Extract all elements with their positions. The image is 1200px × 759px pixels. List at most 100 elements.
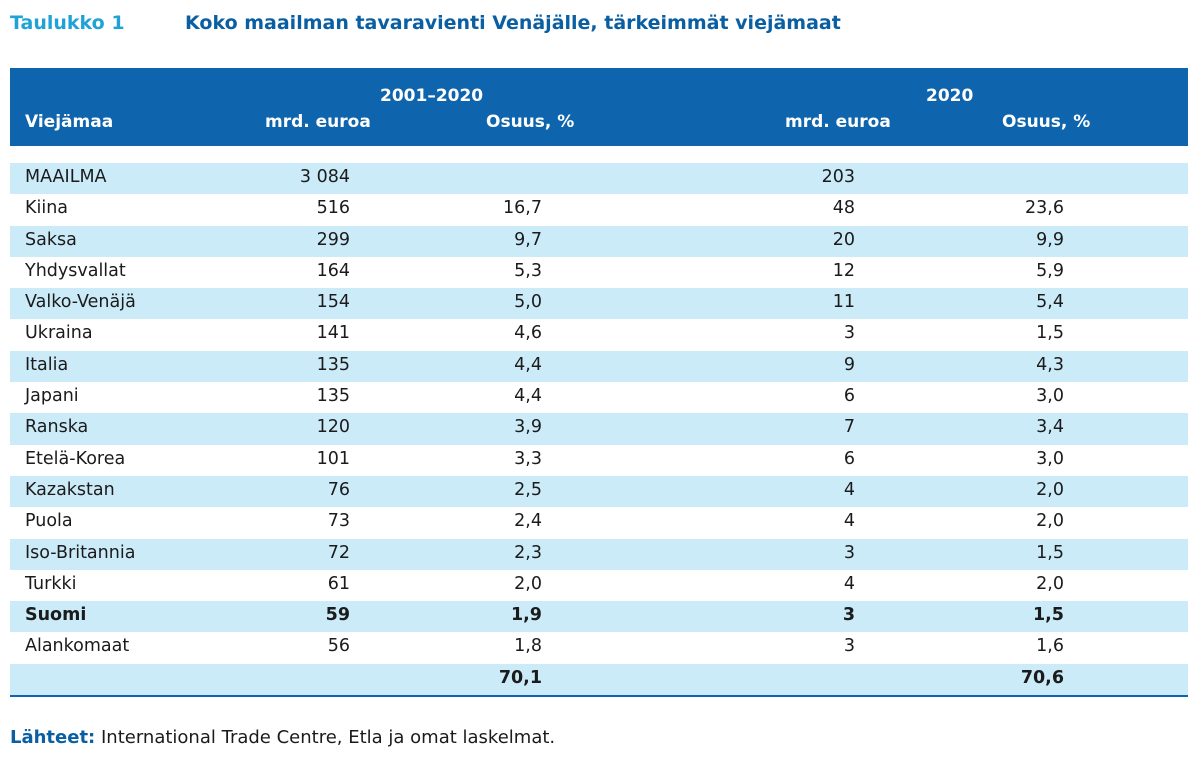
header-share-1: Osuus, %	[486, 112, 575, 132]
share-2020-cell: 1,6	[1036, 636, 1064, 657]
country-cell: Kazakstan	[25, 479, 115, 500]
table-row: MAAILMA 3 084 203	[10, 163, 1188, 195]
country-cell: Alankomaat	[25, 636, 130, 657]
share-2001-2020-cell: 4,6	[514, 323, 542, 344]
share-2020-cell: 23,6	[1025, 198, 1064, 219]
table-row: Ranska 120 3,9 7 3,4	[10, 413, 1188, 445]
country-cell: Suomi	[25, 605, 87, 626]
share-2001-2020-cell: 1,9	[510, 605, 542, 626]
country-cell: Italia	[25, 354, 69, 375]
header-period-2001-2020: 2001–2020	[380, 86, 484, 106]
header-value-1: mrd. euroa	[265, 112, 371, 132]
value-2020-cell: 48	[832, 198, 855, 219]
share-2001-2020-cell: 5,3	[514, 260, 542, 281]
value-2020-cell: 3	[842, 605, 855, 626]
share-2020-cell: 9,9	[1036, 229, 1064, 250]
value-2001-2020-cell: 135	[316, 386, 350, 407]
share-2020-cell: 2,0	[1036, 479, 1064, 500]
value-2001-2020-cell: 164	[316, 260, 350, 281]
share-2001-2020-cell: 70,1	[498, 667, 542, 688]
value-2020-cell: 3	[843, 542, 855, 563]
share-2001-2020-cell: 2,0	[514, 573, 542, 594]
value-2001-2020-cell: 299	[316, 229, 350, 250]
country-cell: MAAILMA	[25, 167, 107, 187]
value-2001-2020-cell: 120	[316, 417, 350, 438]
table-body: MAAILMA 3 084 203 Kiina 516 16,7 48 23,6 Saksa 29…	[10, 163, 1188, 696]
share-2020-cell: 70,6	[1020, 667, 1064, 688]
share-2020-cell: 1,5	[1036, 542, 1064, 563]
country-cell: Kiina	[25, 198, 69, 219]
country-cell: Ranska	[25, 417, 89, 438]
share-2020-cell: 2,0	[1036, 511, 1064, 532]
table-row: Turkki 61 2,0 4 2,0	[10, 570, 1188, 601]
country-cell: Saksa	[25, 229, 77, 250]
header-period-2020: 2020	[926, 86, 974, 106]
value-2020-cell: 6	[843, 448, 855, 469]
value-2020-cell: 11	[832, 292, 855, 313]
source-label: Lähteet:	[10, 727, 96, 748]
table-row: Alankomaat 56 1,8 3 1,6	[10, 632, 1188, 663]
value-2020-cell: 12	[832, 260, 855, 281]
header-value-2: mrd. euroa	[785, 112, 891, 132]
table-row: Saksa 299 9,7 20 9,9	[10, 225, 1188, 257]
share-2020-cell: 4,3	[1036, 354, 1064, 375]
value-2001-2020-cell: 3 084	[299, 167, 350, 187]
share-2001-2020-cell: 4,4	[514, 354, 542, 375]
value-2020-cell: 3	[843, 636, 855, 657]
value-2020-cell: 4	[843, 511, 855, 532]
table-row: Ukraina 141 4,6 3 1,5	[10, 319, 1188, 350]
value-2001-2020-cell: 59	[325, 605, 350, 626]
table-row: Italia 135 4,4 9 4,3	[10, 350, 1188, 383]
country-cell: Ukraina	[25, 323, 93, 344]
country-cell: Puola	[25, 511, 73, 532]
value-2001-2020-cell: 61	[327, 573, 350, 594]
country-cell: Turkki	[25, 573, 77, 594]
table-row: Iso-Britannia 72 2,3 3 1,5	[10, 538, 1188, 570]
table-title: Koko maailman tavaravienti Venäjälle, tä…	[185, 12, 841, 34]
share-2001-2020-cell: 5,0	[514, 292, 542, 313]
value-2001-2020-cell: 73	[327, 511, 350, 532]
table-header: 2001–2020 2020 Viejämaa mrd. euroa Osuus…	[10, 68, 1188, 146]
share-2001-2020-cell: 2,5	[514, 479, 542, 500]
value-2020-cell: 4	[843, 573, 855, 594]
value-2001-2020-cell: 135	[316, 354, 350, 375]
table-number: Taulukko 1	[10, 12, 125, 34]
share-2020-cell: 3,4	[1036, 417, 1064, 438]
table-row: Yhdysvallat 164 5,3 12 5,9	[10, 257, 1188, 288]
value-2020-cell: 203	[821, 167, 855, 187]
share-2020-cell: 3,0	[1036, 386, 1064, 407]
value-2020-cell: 20	[832, 229, 855, 250]
header-spacer	[10, 146, 1188, 163]
table-bottom-rule	[10, 695, 1188, 698]
data-table: 2001–2020 2020 Viejämaa mrd. euroa Osuus…	[10, 68, 1188, 698]
table-row: Puola 73 2,4 4 2,0	[10, 507, 1188, 538]
table-row: Kiina 516 16,7 48 23,6	[10, 194, 1188, 225]
country-cell: Valko-Venäjä	[25, 292, 136, 313]
value-2001-2020-cell: 516	[316, 198, 350, 219]
source-text: International Trade Centre, Etla ja omat…	[95, 727, 556, 748]
value-2001-2020-cell: 101	[316, 448, 350, 469]
country-cell: Japani	[25, 386, 79, 407]
table-row: Valko-Venäjä 154 5,0 11 5,4	[10, 288, 1188, 320]
table-caption: Taulukko 1 Koko maailman tavaravienti Ve…	[10, 12, 1190, 44]
share-2001-2020-cell: 3,3	[514, 448, 542, 469]
share-2001-2020-cell: 2,3	[514, 542, 542, 563]
source-note: Lähteet: International Trade Centre, Etl…	[10, 727, 555, 748]
value-2001-2020-cell: 141	[316, 323, 350, 344]
share-2020-cell: 1,5	[1036, 323, 1064, 344]
table-row: Kazakstan 76 2,5 4 2,0	[10, 475, 1188, 508]
share-2020-cell: 5,9	[1036, 260, 1064, 281]
table-row: Suomi 59 1,9 3 1,5	[10, 601, 1188, 633]
share-2020-cell: 3,0	[1036, 448, 1064, 469]
value-2020-cell: 7	[843, 417, 855, 438]
value-2001-2020-cell: 154	[316, 292, 350, 313]
value-2001-2020-cell: 72	[327, 542, 350, 563]
share-2020-cell: 5,4	[1036, 292, 1064, 313]
value-2001-2020-cell: 56	[327, 636, 350, 657]
header-share-2: Osuus, %	[1002, 112, 1091, 132]
country-cell: Iso-Britannia	[25, 542, 136, 563]
value-2020-cell: 3	[843, 323, 855, 344]
country-cell: Yhdysvallat	[25, 260, 126, 281]
share-2020-cell: 1,5	[1032, 605, 1064, 626]
share-2001-2020-cell: 4,4	[514, 386, 542, 407]
